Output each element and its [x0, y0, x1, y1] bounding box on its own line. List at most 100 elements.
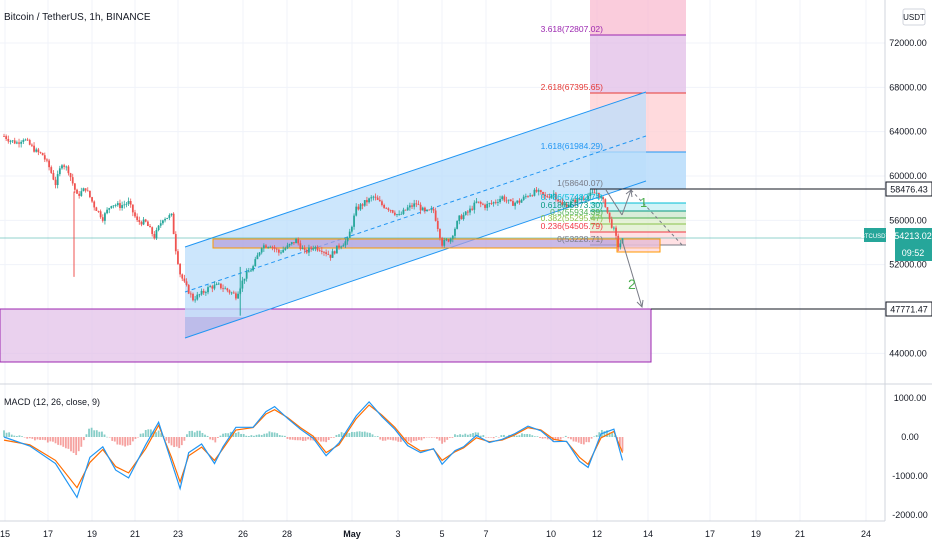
- time-tick-label: 14: [643, 529, 653, 539]
- macd-hist-bar: [495, 436, 498, 437]
- candle-body: [26, 139, 29, 141]
- macd-hist-bar: [34, 437, 36, 441]
- candle-body: [512, 201, 514, 206]
- macd-axis[interactable]: 1000.00 0.00 -1000.00 -2000.00: [892, 393, 928, 520]
- candle-body: [235, 293, 237, 299]
- macd-hist-bar: [116, 437, 119, 445]
- macd-hist-bar: [129, 437, 132, 446]
- time-tick-label: 17: [43, 529, 53, 539]
- candle-body: [172, 213, 175, 235]
- time-axis[interactable]: 15 17 19 21 23 26 28 May 3 5 7 10 12 14 17 19 21 24: [0, 529, 871, 539]
- candle-body: [262, 245, 265, 249]
- candle-body: [286, 245, 289, 249]
- candle-body: [580, 198, 583, 200]
- macd-hist-bar: [198, 430, 201, 437]
- macd-hist-bar: [85, 434, 88, 437]
- macd-hist-bar: [570, 437, 572, 440]
- candle-body: [524, 196, 527, 198]
- candle-body: [520, 199, 523, 203]
- candle-body: [112, 205, 115, 207]
- time-tick-label: 10: [546, 529, 556, 539]
- current-price-tag: BTCUSDT 54213.02 09:52: [861, 228, 932, 261]
- macd-hist-bar: [621, 437, 624, 452]
- macd-tick-label: 1000.00: [894, 393, 927, 403]
- resistance-zone-2[interactable]: [616, 238, 661, 253]
- macd-hist-bar: [237, 431, 240, 437]
- price-tick-label: 68000.00: [889, 82, 927, 92]
- macd-hist-bar: [562, 437, 565, 438]
- macd-hist-bar: [503, 434, 505, 437]
- candle-body: [578, 198, 581, 200]
- macd-hist-bar: [304, 437, 307, 441]
- candle-body: [179, 263, 181, 275]
- candle-body: [269, 246, 272, 248]
- macd-hist-bar: [515, 435, 518, 437]
- candle-body: [331, 251, 334, 258]
- macd-hist-bar: [345, 431, 348, 437]
- candle-body: [391, 210, 394, 213]
- macd-hist-bar: [178, 437, 181, 449]
- fib-level-labels: 3.618(72807.02) 2.618(67395.65) 1.618(6198…: [541, 24, 604, 244]
- wave-label-2: 2: [628, 276, 636, 292]
- candle-body: [174, 234, 177, 252]
- price-tick-label: 44000.00: [889, 348, 927, 358]
- macd-hist-bar: [36, 437, 39, 440]
- candle-body: [65, 166, 68, 168]
- candle-body: [484, 204, 486, 208]
- macd-hist-bar: [144, 430, 147, 437]
- candle-body: [114, 205, 117, 206]
- macd-hist-bar: [245, 435, 248, 437]
- time-tick-label: 21: [130, 529, 140, 539]
- channel-upper-line[interactable]: [184, 91, 647, 248]
- candle-body: [24, 139, 27, 141]
- candle-body: [3, 136, 5, 137]
- candle-body: [348, 231, 351, 238]
- candle-body: [617, 235, 620, 248]
- macd-hist-bar: [379, 437, 382, 440]
- candle-body: [454, 228, 456, 236]
- macd-hist-bar: [541, 437, 544, 439]
- current-price-text: 54213.02: [894, 231, 932, 241]
- candle-body: [18, 142, 20, 144]
- fib-label: 0.236(54505.79): [541, 221, 604, 231]
- macd-hist-bar: [137, 437, 139, 438]
- candle-body: [355, 206, 358, 216]
- macd-hist-bar: [371, 434, 374, 437]
- price-tick-label: 52000.00: [889, 260, 927, 270]
- candle-body: [28, 140, 31, 145]
- candle-body: [295, 239, 297, 244]
- candle-body: [363, 200, 366, 206]
- candle-body: [479, 202, 482, 204]
- macd-histogram: [3, 427, 624, 456]
- candle-body: [61, 165, 63, 169]
- candle-body: [170, 213, 173, 216]
- candle-body: [189, 293, 192, 295]
- candle-body: [449, 238, 452, 242]
- macd-hist-bar: [482, 435, 485, 437]
- candle-body: [121, 205, 124, 209]
- macd-hist-bar: [443, 437, 446, 443]
- macd-hist-bar: [459, 434, 462, 437]
- candle-body: [37, 149, 40, 153]
- candle-body: [46, 159, 48, 161]
- candle-body: [539, 190, 542, 192]
- support-zone-box[interactable]: [0, 308, 652, 363]
- candle-body: [110, 206, 113, 209]
- macd-hist-bar: [533, 436, 536, 437]
- candle-body: [464, 211, 467, 215]
- currency-button[interactable]: USDT: [902, 8, 926, 26]
- candle-body: [344, 241, 347, 246]
- candle-body: [501, 196, 504, 199]
- macd-hist-bar: [531, 435, 534, 437]
- macd-hist-bar: [389, 437, 392, 440]
- macd-hist-bar: [399, 437, 402, 442]
- candle-body: [426, 209, 428, 211]
- macd-hist-bar: [147, 429, 150, 437]
- candle-body: [428, 209, 431, 211]
- ascending-channel[interactable]: [185, 92, 646, 338]
- candle-body: [561, 202, 564, 206]
- candle-body: [529, 195, 532, 197]
- candle-body: [342, 245, 345, 247]
- candle-body: [531, 195, 534, 197]
